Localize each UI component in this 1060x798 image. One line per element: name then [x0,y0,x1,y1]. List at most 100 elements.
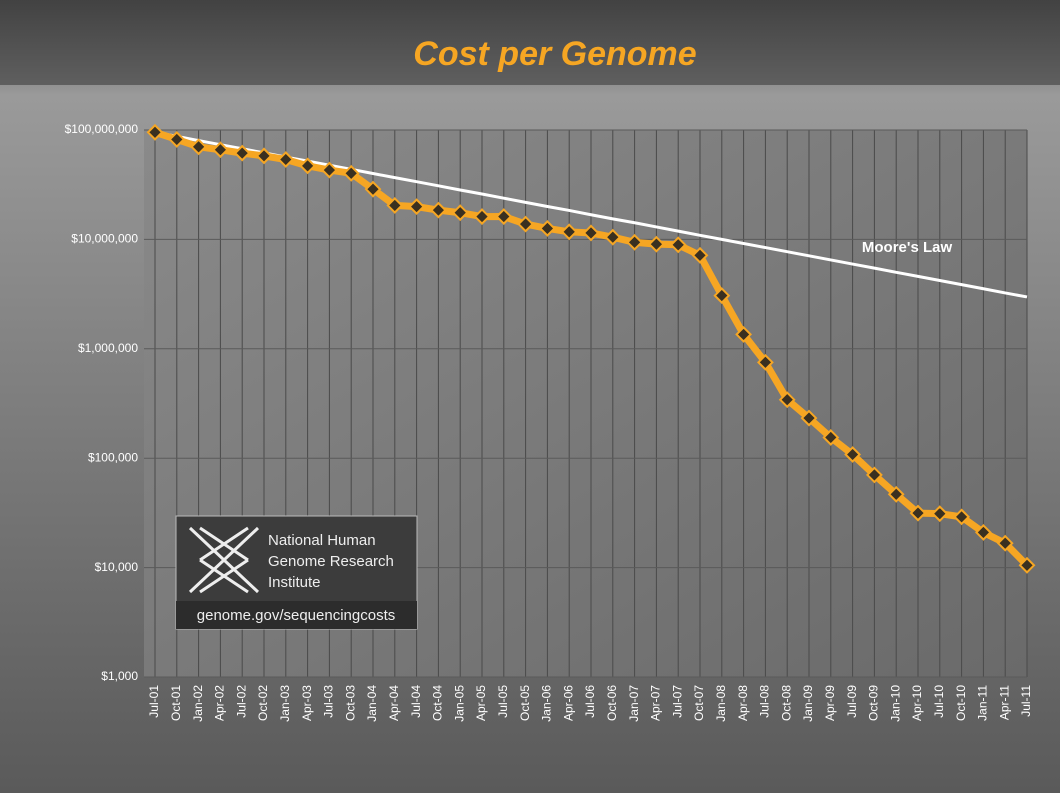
x-tick-label: Apr-05 [474,685,488,721]
y-tick-label: $100,000 [88,450,138,464]
x-tick-label: Jan-09 [801,685,815,722]
x-tick-label: Jul-04 [409,685,423,718]
point-marker [233,144,251,162]
logo: National Human Genome Research Institute… [175,515,418,630]
point-marker [320,161,338,179]
x-tick-label: Jul-07 [670,685,684,718]
point-marker [342,164,360,182]
x-tick-label: Apr-04 [387,685,401,721]
point-marker [386,197,404,214]
point-marker [887,485,905,503]
point-marker [299,157,317,175]
point-marker [517,215,535,233]
point-marker [909,504,927,522]
point-marker [931,505,949,523]
x-tick-label: Oct-09 [867,685,881,721]
x-tick-label: Jul-06 [583,685,597,718]
point-marker [691,246,709,264]
point-marker [647,235,665,253]
x-tick-label: Jan-08 [714,685,728,722]
point-marker [429,201,447,219]
point-marker [168,131,186,148]
y-tick-label: $10,000 [95,560,139,574]
y-tick-label: $100,000,000 [65,122,139,136]
x-tick-label: Oct-06 [605,685,619,721]
x-tick-label: Jul-09 [845,685,859,718]
x-tick-label: Jan-03 [278,685,292,722]
x-tick-label: Apr-02 [213,685,227,721]
x-tick-label: Jul-11 [1019,685,1033,717]
x-tick-label: Oct-10 [954,685,968,721]
x-tick-label: Oct-03 [343,685,357,721]
x-tick-label: Jul-08 [758,685,772,718]
logo-icon [188,526,260,594]
x-tick-label: Jul-10 [932,685,946,718]
point-marker [844,446,862,463]
x-tick-label: Jul-05 [496,685,510,718]
chart-title: Cost per Genome [413,35,696,73]
x-tick-label: Oct-01 [169,685,183,721]
point-marker [190,138,208,156]
line [154,130,1028,299]
x-tick-label: Apr-06 [561,685,575,721]
y-tick-label: $10,000,000 [71,232,138,246]
x-tick-label: Oct-07 [692,685,706,721]
logo-url: genome.gov/sequencingcosts [197,607,395,624]
point-marker [408,198,426,216]
point-marker [473,208,491,226]
point-marker [604,228,622,246]
point-marker [756,353,774,371]
point-marker [255,147,273,165]
x-tick-label: Jul-02 [234,685,248,718]
y-tick-label: $1,000,000 [78,341,138,355]
point-marker [996,534,1014,552]
x-tick-label: Jul-01 [147,685,161,718]
x-tick-label: Jan-06 [540,685,554,722]
point-marker [865,466,883,484]
point-marker [495,208,513,225]
point-marker [974,524,992,541]
point-marker [953,508,971,526]
x-tick-label: Apr-09 [823,685,837,721]
point-marker [146,123,164,141]
x-tick-label: Jan-07 [627,685,641,722]
x-tick-label: Jan-02 [191,685,205,722]
point-marker [1018,556,1036,574]
point-marker [800,409,818,427]
point-marker [582,224,600,242]
logo-url-band [176,601,417,629]
x-tick-label: Apr-11 [997,685,1011,720]
x-tick-label: Oct-05 [518,685,532,721]
point-marker [626,233,644,251]
x-tick-label: Apr-08 [736,685,750,721]
point-marker [822,429,840,446]
logo-line: Institute [268,574,321,591]
point-marker [364,180,382,198]
point-marker [277,151,295,168]
logo-line: Genome Research [268,553,394,570]
annotation: Moore's Law [862,239,953,256]
x-tick-label: Jan-11 [976,685,990,721]
point-marker [778,391,796,409]
x-tick-label: Jan-10 [888,685,902,722]
point-marker [560,223,578,241]
point-marker [538,220,556,237]
x-tick-label: Jan-05 [452,685,466,722]
logo-line: National Human [268,532,376,549]
x-tick-label: Oct-04 [431,685,445,721]
x-tick-label: Oct-02 [256,685,270,721]
y-tick-label: $1,000 [101,669,138,683]
point-marker [669,236,687,254]
point-marker [451,204,469,222]
title-band [0,0,1060,85]
x-tick-label: Oct-08 [779,685,793,721]
x-tick-label: Apr-03 [300,685,314,721]
point-marker [713,287,731,305]
x-tick-label: Jul-03 [322,685,336,718]
x-tick-label: Apr-10 [910,685,924,721]
point-marker [735,326,753,343]
point-marker [211,141,229,159]
x-tick-label: Apr-07 [649,685,663,721]
